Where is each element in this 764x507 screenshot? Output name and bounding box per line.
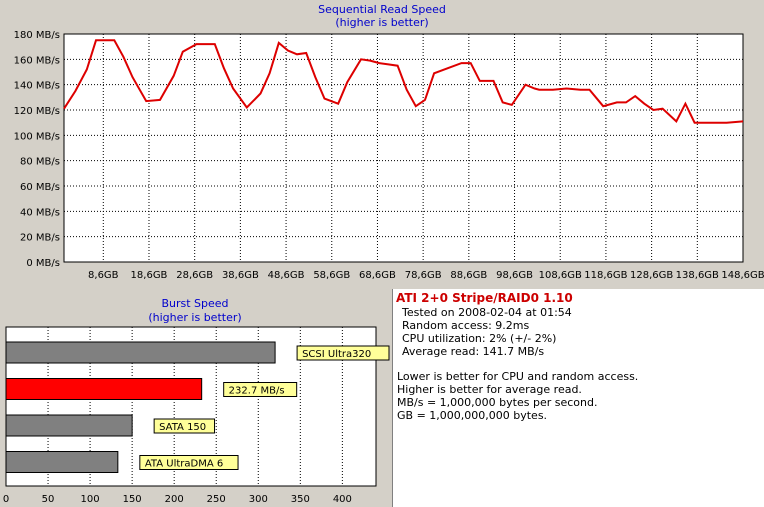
x-tick-label: 148,6GB xyxy=(721,270,764,281)
sequential-read-chart: 0 MB/s 20 MB/s 40 MB/s 60 MB/s 80 MB/s 100 MB… xyxy=(14,30,764,281)
drive-title: ATI 2+0 Stripe/RAID0 1.10 xyxy=(396,291,573,305)
x-tick-label: 78,6GB xyxy=(405,270,442,281)
y-tick-label: 160 MB/s xyxy=(14,55,60,66)
y-tick-label: 140 MB/s xyxy=(14,81,60,92)
y-tick-label: 20 MB/s xyxy=(20,233,60,244)
note-lower-better: Lower is better for CPU and random acces… xyxy=(397,370,639,383)
burst-bar-label: 232.7 MB/s xyxy=(229,386,285,397)
burst-bar-label-box xyxy=(139,455,239,470)
burst-x-tick-label: 350 xyxy=(291,494,310,505)
average-read-value: Average read: 141.7 MB/s xyxy=(402,345,545,358)
burst-x-tick-label: 50 xyxy=(42,494,55,505)
tested-date: Tested on 2008-02-04 at 01:54 xyxy=(402,306,572,319)
burst-bar xyxy=(5,414,133,437)
read-speed-line xyxy=(63,39,744,124)
x-tick-label: 58,6GB xyxy=(313,270,350,281)
y-tick-label: 40 MB/s xyxy=(20,207,60,218)
info-panel: ATI 2+0 Stripe/RAID0 1.10 Tested on 2008… xyxy=(392,289,764,507)
x-tick-label: 8,6GB xyxy=(88,270,119,281)
sequential-chart-title: Sequential Read Speed xyxy=(318,3,446,16)
x-tick-label: 48,6GB xyxy=(268,270,305,281)
burst-bar-label-box xyxy=(296,345,390,361)
burst-bar xyxy=(5,378,203,400)
burst-bar-label: SATA 150 xyxy=(159,422,206,433)
note-mbs-definition: MB/s = 1,000,000 bytes per second. xyxy=(397,396,598,409)
y-tick-label: 120 MB/s xyxy=(14,106,60,117)
x-tick-label: 88,6GB xyxy=(450,270,487,281)
y-tick-label: 0 MB/s xyxy=(26,258,60,269)
sequential-chart-subtitle: (higher is better) xyxy=(335,16,429,29)
burst-x-tick-label: 300 xyxy=(249,494,268,505)
burst-speed-chart: 0 50 100 150 200 250 300 350 400 SCSI Ultra320 232… xyxy=(3,326,390,505)
burst-x-tick-label: 250 xyxy=(207,494,226,505)
burst-x-tick-label: 100 xyxy=(81,494,100,505)
x-tick-label: 118,6GB xyxy=(584,270,627,281)
x-tick-label: 38,6GB xyxy=(222,270,259,281)
y-tick-label: 60 MB/s xyxy=(20,182,60,193)
burst-bar-label: SCSI Ultra320 xyxy=(302,349,371,360)
x-tick-label: 28,6GB xyxy=(176,270,213,281)
burst-bar xyxy=(5,341,276,364)
x-tick-label: 108,6GB xyxy=(539,270,582,281)
burst-bar-label-box xyxy=(223,382,298,397)
x-tick-label: 68,6GB xyxy=(359,270,396,281)
x-tick-label: 138,6GB xyxy=(676,270,719,281)
x-tick-label: 18,6GB xyxy=(131,270,168,281)
burst-x-tick-label: 400 xyxy=(333,494,352,505)
burst-x-tick-label: 200 xyxy=(165,494,184,505)
plot-area xyxy=(63,33,744,263)
y-tick-label: 100 MB/s xyxy=(14,131,60,142)
cpu-utilization-value: CPU utilization: 2% (+/- 2%) xyxy=(402,332,557,345)
burst-bar-label-box xyxy=(153,418,216,434)
y-tick-label: 80 MB/s xyxy=(20,157,60,168)
random-access-value: Random access: 9.2ms xyxy=(402,319,530,332)
x-tick-label: 98,6GB xyxy=(496,270,533,281)
y-tick-label: 180 MB/s xyxy=(14,30,60,41)
burst-bar-label: ATA UltraDMA 6 xyxy=(145,459,223,470)
burst-chart-subtitle: (higher is better) xyxy=(148,311,242,324)
x-tick-label: 128,6GB xyxy=(630,270,673,281)
burst-chart-title: Burst Speed xyxy=(161,297,229,310)
note-gb-definition: GB = 1,000,000,000 bytes. xyxy=(397,409,548,422)
burst-bar xyxy=(5,451,119,473)
burst-x-tick-label: 150 xyxy=(123,494,142,505)
sequential-read-panel: Sequential Read Speed (higher is better)… xyxy=(13,3,764,281)
note-higher-better: Higher is better for average read. xyxy=(397,383,582,396)
burst-x-tick-label: 0 xyxy=(3,494,9,505)
burst-speed-panel: Burst Speed (higher is better) 0 50 100 150… xyxy=(0,289,390,507)
